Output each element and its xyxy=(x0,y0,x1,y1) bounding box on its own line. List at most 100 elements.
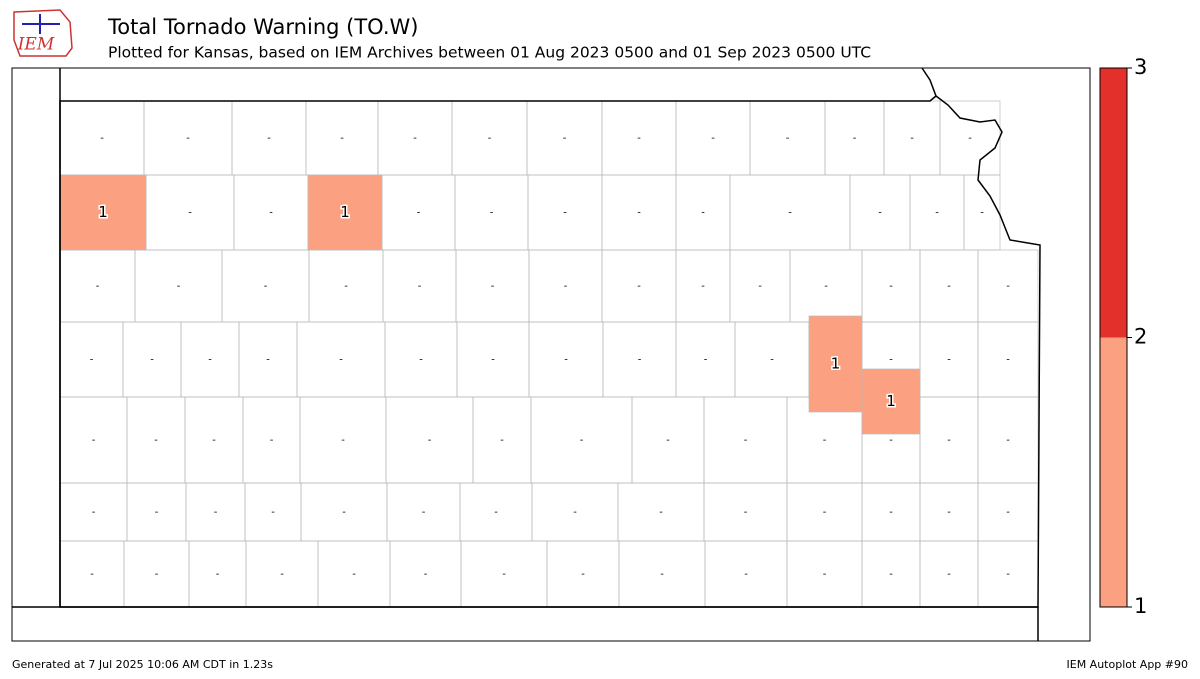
county-no-data: - xyxy=(573,507,577,518)
county-filled xyxy=(808,315,863,413)
colorbar-segment xyxy=(1100,337,1127,607)
county-no-data: - xyxy=(744,435,748,446)
county-no-data: - xyxy=(824,281,828,292)
county-no-data: - xyxy=(564,355,568,366)
colorbar: 1 2 3 xyxy=(1099,55,1147,618)
title: Total Tornado Warning (TO.W) xyxy=(107,15,418,39)
county-no-data: - xyxy=(910,133,914,144)
county-no-data: - xyxy=(744,507,748,518)
county-no-data: - xyxy=(637,281,641,292)
colorbar-segment xyxy=(1100,68,1127,338)
county-no-data: - xyxy=(637,133,641,144)
county-value: 1 xyxy=(98,203,108,221)
county-filled xyxy=(307,174,383,251)
county-no-data: - xyxy=(947,435,951,446)
county-no-data: - xyxy=(491,281,495,292)
county-no-data: - xyxy=(341,435,345,446)
county-no-data: - xyxy=(889,569,893,580)
counties: - - - - - - - - - - - - - - - - - - - - - - - - - - - - - - - - - - - - - - - -… xyxy=(59,100,1039,608)
county-no-data: - xyxy=(100,133,104,144)
county-no-data: - xyxy=(1006,281,1010,292)
county-no-data: - xyxy=(417,208,421,219)
county-no-data: - xyxy=(344,281,348,292)
county-value: 1 xyxy=(831,355,841,373)
county-no-data: - xyxy=(488,133,492,144)
footer-left: Generated at 7 Jul 2025 10:06 AM CDT in … xyxy=(12,658,273,671)
county-no-data: - xyxy=(788,208,792,219)
county-no-data: - xyxy=(968,133,972,144)
county-no-data: - xyxy=(186,133,190,144)
county-no-data: - xyxy=(947,281,951,292)
logo-text: IEM xyxy=(17,35,55,55)
county-no-data: - xyxy=(758,281,762,292)
county-no-data: - xyxy=(494,507,498,518)
county-no-data: - xyxy=(188,208,192,219)
county-no-data: - xyxy=(878,208,882,219)
county-no-data: - xyxy=(212,435,216,446)
county-no-data: - xyxy=(419,355,423,366)
county-no-data: - xyxy=(413,133,417,144)
county-no-data: - xyxy=(1006,355,1010,366)
county-no-data: - xyxy=(564,281,568,292)
county-no-data: - xyxy=(339,355,343,366)
county-value: 1 xyxy=(886,392,896,410)
county-no-data: - xyxy=(823,569,827,580)
county-no-data: - xyxy=(889,281,893,292)
county-no-data: - xyxy=(666,435,670,446)
county-no-data: - xyxy=(154,435,158,446)
county-no-data: - xyxy=(786,133,790,144)
county-no-data: - xyxy=(269,208,273,219)
colorbar-tick-label: 3 xyxy=(1134,55,1147,79)
county-no-data: - xyxy=(90,355,94,366)
county-no-data: - xyxy=(264,281,268,292)
county-no-data: - xyxy=(1006,569,1010,580)
county-no-data: - xyxy=(980,208,984,219)
county-no-data: - xyxy=(422,507,426,518)
county-no-data: - xyxy=(711,133,715,144)
county-no-data: - xyxy=(744,569,748,580)
county-filled xyxy=(861,368,921,435)
county-no-data: - xyxy=(150,355,154,366)
county-no-data: - xyxy=(428,435,432,446)
county-no-data: - xyxy=(947,507,951,518)
county-no-data: - xyxy=(1006,435,1010,446)
county-no-data: - xyxy=(947,355,951,366)
county-no-data: - xyxy=(704,355,708,366)
state-outline xyxy=(59,95,1041,608)
county-no-data: - xyxy=(280,569,284,580)
county-no-data: - xyxy=(947,569,951,580)
county-no-data: - xyxy=(352,569,356,580)
subtitle: Plotted for Kansas, based on IEM Archive… xyxy=(108,44,871,62)
county-no-data: - xyxy=(270,435,274,446)
logo: IEM xyxy=(13,9,73,57)
county-no-data: - xyxy=(638,355,642,366)
county-no-data: - xyxy=(340,133,344,144)
county-no-data: - xyxy=(490,208,494,219)
county-no-data: - xyxy=(563,208,567,219)
county-no-data: - xyxy=(701,281,705,292)
county-no-data: - xyxy=(216,569,220,580)
county-no-data: - xyxy=(823,435,827,446)
county-no-data: - xyxy=(267,133,271,144)
county-filled xyxy=(59,174,147,251)
county-no-data: - xyxy=(502,569,506,580)
map-frame xyxy=(11,67,1091,642)
county-no-data: - xyxy=(935,208,939,219)
colorbar-tick-label: 1 xyxy=(1134,594,1147,618)
county-no-data: - xyxy=(342,507,346,518)
footer-right: IEM Autoplot App #90 xyxy=(1067,658,1189,671)
county-no-data: - xyxy=(770,355,774,366)
county-no-data: - xyxy=(92,435,96,446)
county-no-data: - xyxy=(424,569,428,580)
county-no-data: - xyxy=(266,355,270,366)
county-no-data: - xyxy=(581,569,585,580)
county-value: 1 xyxy=(340,203,350,221)
county-no-data: - xyxy=(271,507,275,518)
county-no-data: - xyxy=(96,281,100,292)
county-no-data: - xyxy=(853,133,857,144)
county-no-data: - xyxy=(155,569,159,580)
county-no-data: - xyxy=(580,435,584,446)
county-no-data: - xyxy=(889,507,893,518)
